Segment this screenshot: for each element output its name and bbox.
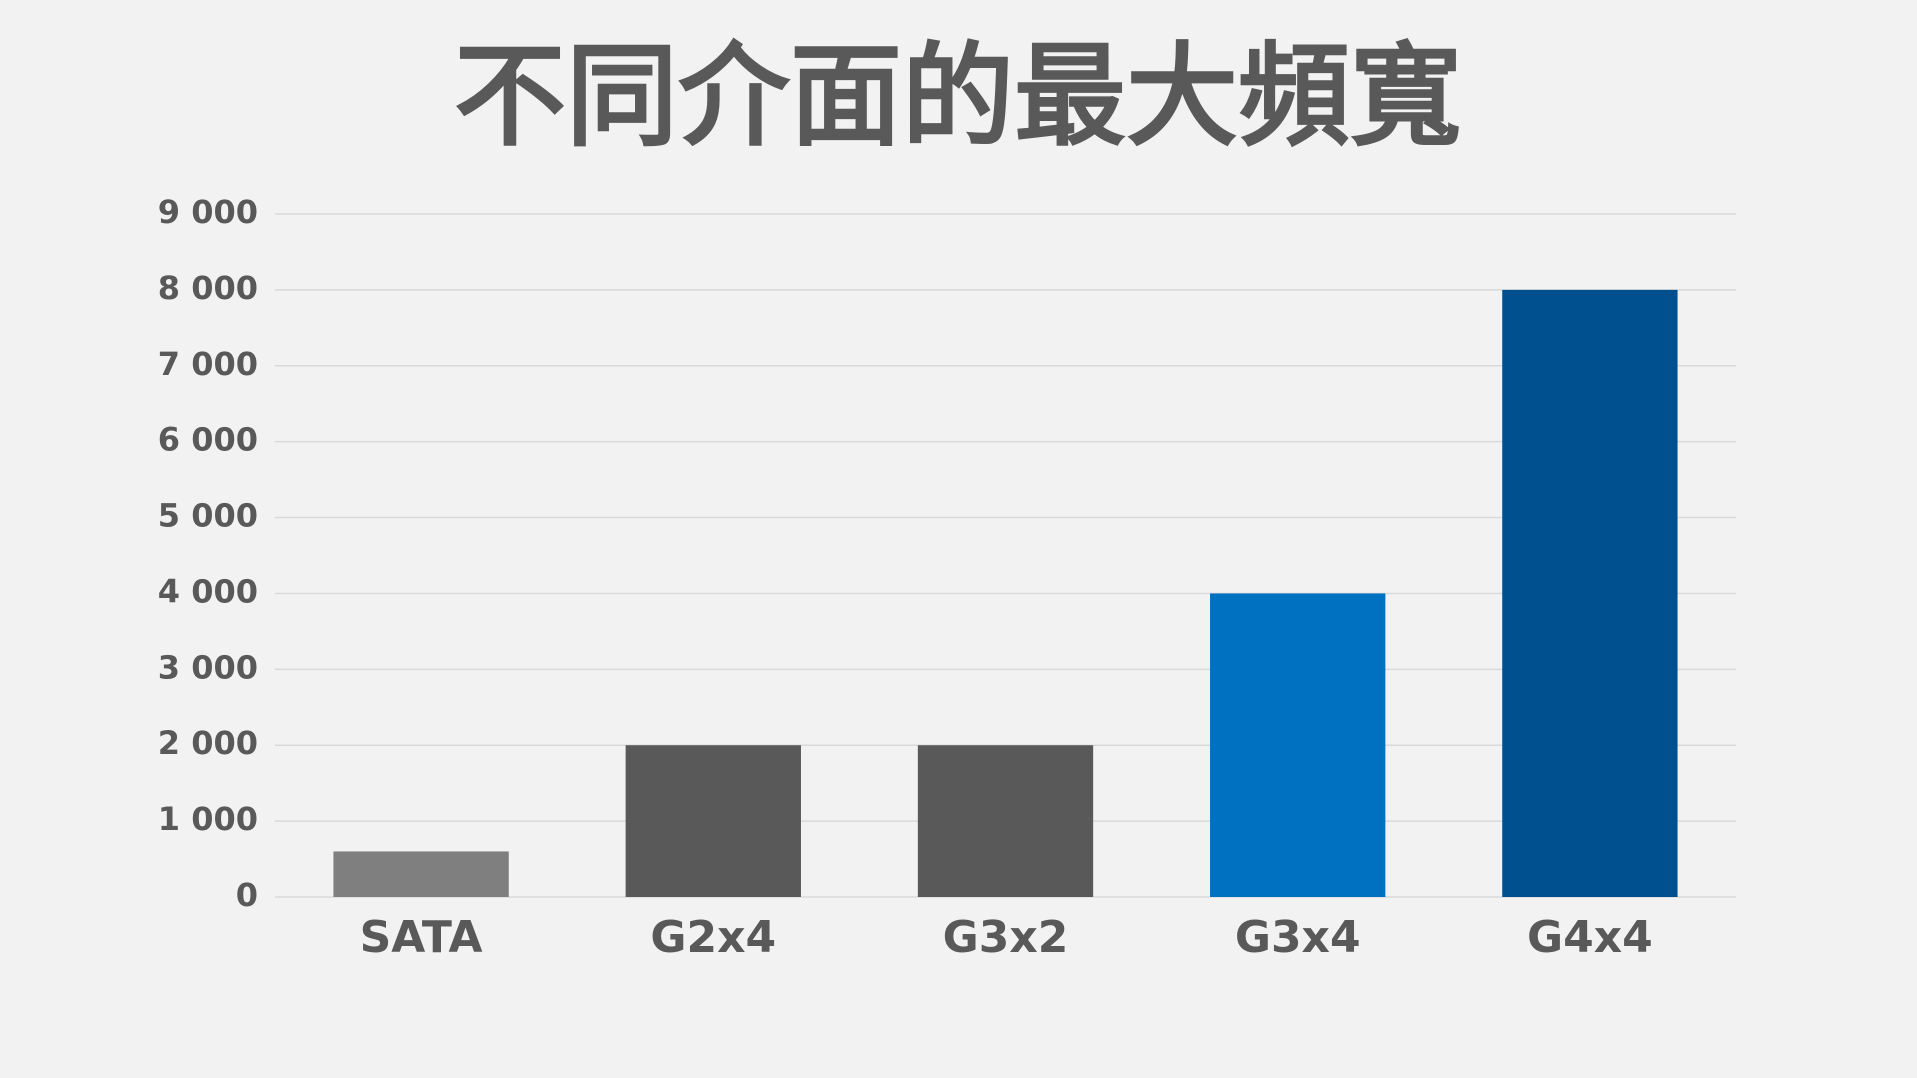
x-tick-label: SATA [360, 912, 483, 963]
y-tick-label: 1 000 [158, 800, 258, 838]
y-tick-label: 7 000 [158, 345, 258, 383]
bar [1502, 289, 1678, 897]
y-tick-label: 0 [236, 876, 258, 914]
bar [333, 851, 509, 897]
chart-title: 不同介面的最大頻寬 [454, 32, 1462, 162]
bar [917, 745, 1094, 897]
bar [1210, 593, 1386, 897]
x-tick-label: G2x4 [650, 912, 776, 963]
y-tick-label: 9 000 [158, 193, 258, 231]
y-tick-label: 5 000 [158, 497, 258, 535]
y-tick-label: 4 000 [158, 572, 258, 610]
x-tick-label: G4x4 [1527, 912, 1653, 963]
y-tick-label: 8 000 [158, 269, 258, 307]
y-tick-label: 2 000 [158, 724, 258, 762]
y-tick-label: 6 000 [158, 421, 258, 459]
bar [625, 745, 801, 897]
x-tick-label: G3x4 [1235, 912, 1361, 963]
y-tick-label: 3 000 [158, 648, 258, 686]
x-tick-label: G3x2 [943, 912, 1069, 963]
